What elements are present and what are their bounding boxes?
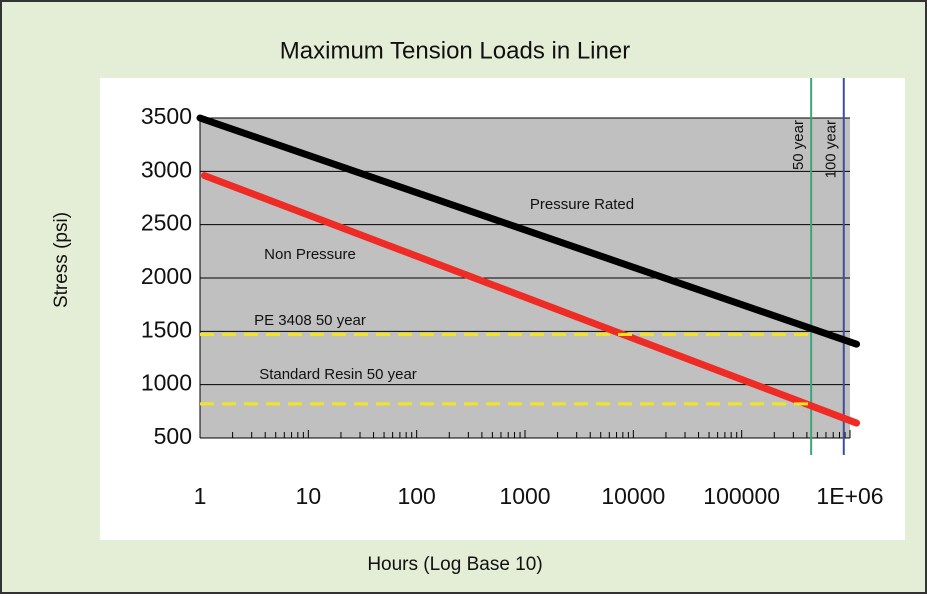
x-tick-label: 1E+06 [816,483,883,509]
x-tick-label: 10000 [601,483,665,509]
series-line [200,172,861,427]
x-tick-label: 1 [194,483,207,509]
reference-label: 50 year [790,120,807,170]
x-tick-label: 10 [296,483,322,509]
x-tick-label: 1000 [499,483,550,509]
x-axis-label: Hours (Log Base 10) [367,554,542,575]
y-tick-label: 1500 [141,316,192,342]
y-tick-label: 2500 [141,210,192,236]
y-axis-label: Stress (psi) [51,212,72,308]
reference-label: 100 year [823,120,840,178]
y-tick-label: 2000 [141,263,192,289]
series-label: Non Pressure [264,246,356,263]
y-tick-label: 1000 [141,370,192,396]
series-label: Pressure Rated [530,196,634,213]
y-tick-label: 3000 [141,156,192,182]
chart-title: Maximum Tension Loads in Liner [280,37,630,64]
y-tick-label: 3500 [141,103,192,129]
y-tick-label: 500 [154,423,192,449]
series-label: PE 3408 50 year [254,312,366,329]
x-tick-label: 100 [397,483,435,509]
series-label: Standard Resin 50 year [259,366,417,383]
x-tick-label: 100000 [703,483,780,509]
series-line [196,114,861,348]
